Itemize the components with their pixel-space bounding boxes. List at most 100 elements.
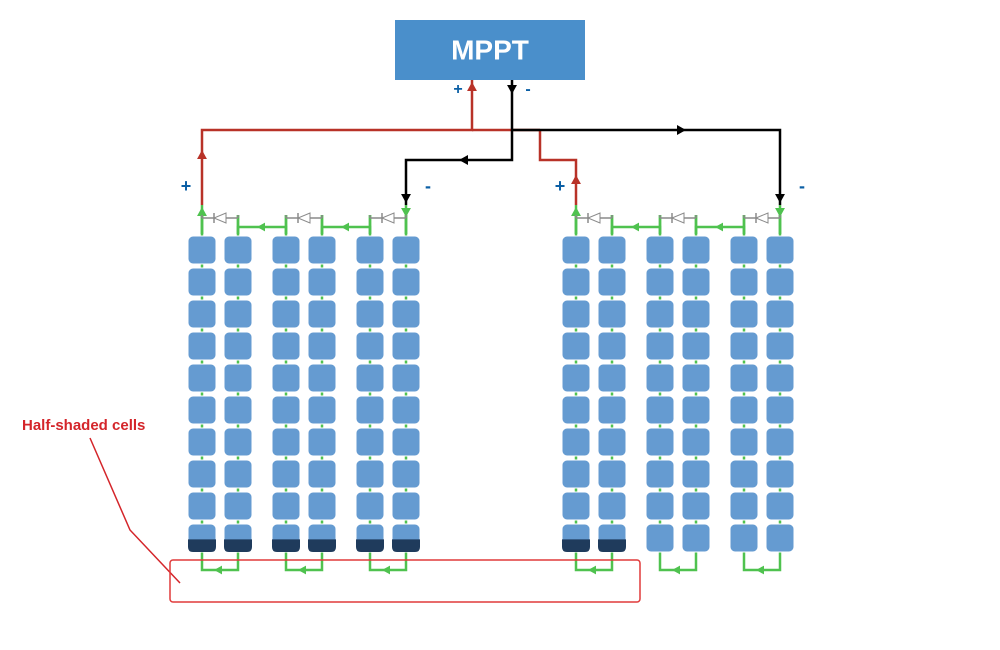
solar-cell (224, 300, 252, 328)
flow-arrow (571, 207, 581, 216)
solar-cell (730, 492, 758, 520)
solar-cell (224, 236, 252, 264)
solar-cell (224, 492, 252, 520)
bypass-diode (214, 213, 226, 223)
solar-cell (646, 524, 674, 552)
solar-cell (562, 268, 590, 296)
solar-cell (392, 268, 420, 296)
solar-cell (766, 332, 794, 360)
solar-cell (272, 364, 300, 392)
solar-cell (272, 428, 300, 456)
solar-cell (766, 492, 794, 520)
solar-cell (682, 268, 710, 296)
flow-arrow (571, 175, 581, 184)
annotation-leader (90, 438, 180, 583)
solar-cell (392, 492, 420, 520)
solar-cell (598, 332, 626, 360)
solar-cell (224, 268, 252, 296)
solar-cell (392, 364, 420, 392)
flow-arrow (298, 566, 306, 575)
flow-arrow (715, 223, 723, 232)
solar-cell (598, 460, 626, 488)
polarity-label: + (181, 176, 192, 196)
bypass-diode (756, 213, 768, 223)
solar-cell (356, 460, 384, 488)
solar-cell (188, 236, 216, 264)
shaded-cell-overlay (562, 539, 590, 552)
mppt-plus-label: + (453, 81, 462, 98)
solar-cell (766, 268, 794, 296)
shaded-cell-overlay (598, 539, 626, 552)
solar-cell (224, 460, 252, 488)
solar-cell (392, 460, 420, 488)
solar-cell (224, 428, 252, 456)
solar-cell (224, 332, 252, 360)
solar-cell (308, 460, 336, 488)
solar-cell (356, 428, 384, 456)
solar-cell (730, 300, 758, 328)
solar-cell (272, 396, 300, 424)
solar-cell (308, 428, 336, 456)
solar-cell (562, 332, 590, 360)
solar-cell (188, 268, 216, 296)
solar-cell (730, 332, 758, 360)
mppt-label: MPPT (451, 35, 529, 66)
solar-cell (308, 396, 336, 424)
solar-cell (682, 492, 710, 520)
solar-cell (682, 364, 710, 392)
solar-cell (766, 524, 794, 552)
solar-cell (646, 364, 674, 392)
solar-cell (356, 332, 384, 360)
solar-cell (730, 236, 758, 264)
solar-cell (308, 332, 336, 360)
solar-cell (392, 396, 420, 424)
solar-cell (646, 268, 674, 296)
solar-cell (562, 364, 590, 392)
solar-cell (188, 492, 216, 520)
solar-cell (562, 396, 590, 424)
shaded-cell-overlay (224, 539, 252, 552)
solar-cell (562, 460, 590, 488)
solar-cell (188, 364, 216, 392)
solar-cell (646, 396, 674, 424)
solar-cell (598, 364, 626, 392)
solar-cell (272, 332, 300, 360)
solar-cell (598, 268, 626, 296)
solar-cell (730, 428, 758, 456)
half-shaded-label: Half-shaded cells (22, 417, 145, 434)
solar-cell (308, 236, 336, 264)
solar-cell (188, 332, 216, 360)
solar-cell (356, 268, 384, 296)
solar-cell (730, 396, 758, 424)
solar-cell (308, 268, 336, 296)
positive-wire-left (202, 80, 472, 205)
solar-cell (188, 428, 216, 456)
diagram-svg: MPPT+-+-+-Half-shaded cells (0, 0, 1000, 650)
shaded-cell-overlay (308, 539, 336, 552)
flow-arrow (382, 566, 390, 575)
solar-cell (766, 460, 794, 488)
flow-arrow (214, 566, 222, 575)
shaded-cell-overlay (188, 539, 216, 552)
solar-cell (682, 524, 710, 552)
flow-arrow (588, 566, 596, 575)
bypass-diode (382, 213, 394, 223)
solar-cell (766, 236, 794, 264)
solar-cell (646, 460, 674, 488)
shaded-cell-overlay (272, 539, 300, 552)
polarity-label: - (425, 176, 431, 196)
solar-cell (272, 268, 300, 296)
solar-cell (730, 524, 758, 552)
solar-cell (682, 396, 710, 424)
solar-cell (308, 492, 336, 520)
solar-cell (598, 300, 626, 328)
solar-cell (308, 364, 336, 392)
solar-cell (682, 300, 710, 328)
solar-cell (598, 396, 626, 424)
mppt-minus-label: - (525, 81, 530, 98)
solar-cell (598, 428, 626, 456)
flow-arrow (257, 223, 265, 232)
solar-cell (646, 332, 674, 360)
solar-cell (562, 428, 590, 456)
negative-wire-left (406, 130, 512, 205)
